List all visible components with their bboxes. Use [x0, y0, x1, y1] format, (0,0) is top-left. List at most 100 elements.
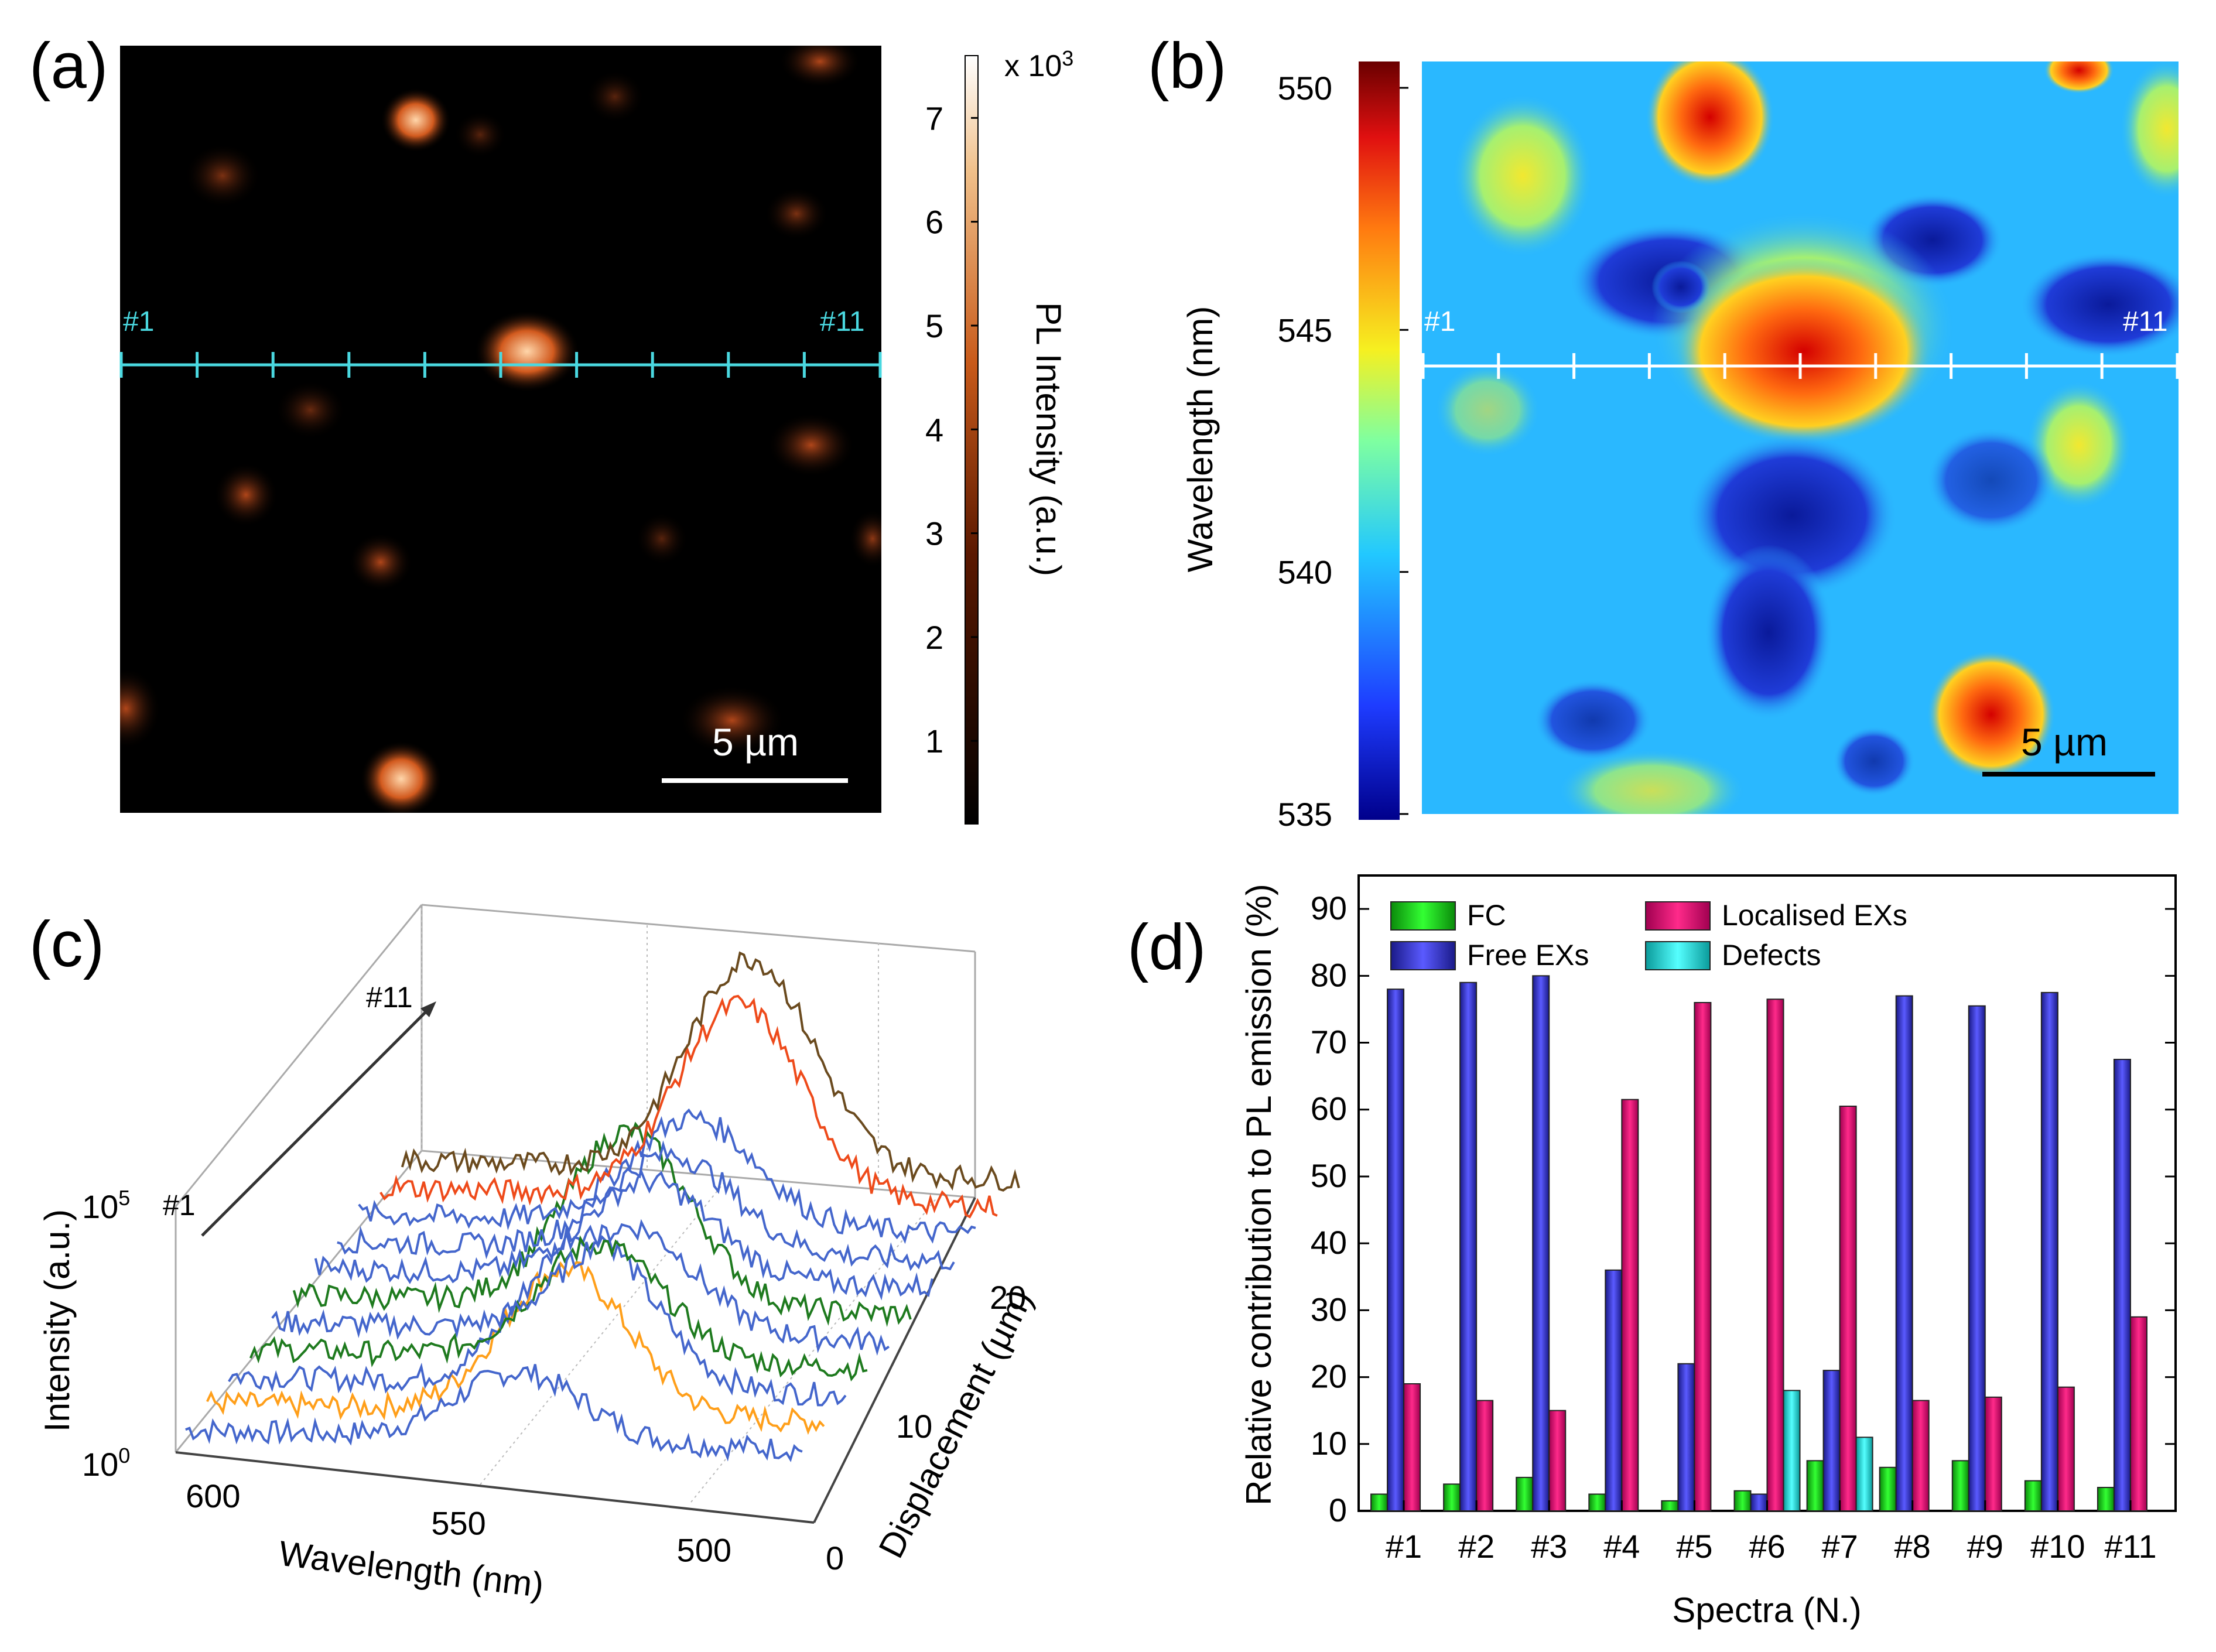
spectrum-line — [401, 951, 1020, 1192]
x-tick: #4 — [1603, 1528, 1640, 1565]
colorbar-a-tick: 2 — [925, 619, 943, 656]
y-tick: 0 — [1329, 1492, 1347, 1528]
bar — [1476, 1400, 1494, 1512]
bar — [1733, 1490, 1752, 1511]
line-profile-ticks — [1421, 353, 2179, 379]
panel-c-label: (c) — [29, 908, 104, 980]
spectrum-line — [337, 1140, 955, 1271]
y-tick-labels: 100 105 — [82, 1186, 130, 1483]
colorbar-b-tick: 545 — [1278, 312, 1332, 348]
arrow-end-label: #11 — [366, 981, 413, 1014]
legend-swatch — [1645, 941, 1711, 970]
legend-label: Free EXs — [1467, 939, 1589, 972]
colorbar-a-title: PL Intensity (a.u.) — [1029, 302, 1068, 576]
legend-swatch — [1645, 901, 1711, 931]
x-tick: 500 — [677, 1532, 731, 1569]
y-tick: 90 — [1311, 890, 1347, 926]
spectrum-line — [249, 1235, 868, 1382]
bar — [1822, 1370, 1841, 1512]
bar — [2040, 991, 2058, 1511]
colorbar-a-tick: 1 — [925, 723, 943, 760]
displacement-arrow — [201, 1009, 429, 1237]
spectrum-line — [185, 1364, 803, 1462]
line-end-label: #11 — [2123, 306, 2168, 337]
bar — [1895, 995, 1913, 1512]
line-start-label: #1 — [1424, 306, 1455, 337]
legend: FC Localised EXs Free EXs Defects — [1390, 899, 1907, 972]
legend-label: FC — [1467, 899, 1506, 932]
line-start-label: #1 — [123, 306, 154, 337]
colorbar-a-tick: 3 — [925, 515, 943, 552]
bar — [2129, 1316, 2147, 1512]
y-tick: 50 — [1311, 1157, 1347, 1194]
y-axis-title: Relative contribution to PL emission (%) — [1239, 884, 1278, 1506]
legend-swatch — [1390, 901, 1456, 931]
bar — [1459, 981, 1478, 1511]
panel-c: (c) — [29, 904, 1040, 1605]
y-tick: 60 — [1311, 1090, 1347, 1127]
emission-wavelength-map: #1 #11 5 µm — [1421, 61, 2179, 814]
bar — [1951, 1460, 1969, 1511]
colorbar-b-tick: 540 — [1278, 554, 1332, 591]
x-tick-labels: 600 550 500 — [186, 1477, 731, 1568]
spectrum-line — [271, 1219, 890, 1356]
y-ticks: 0 10 20 30 40 50 60 70 80 90 — [1311, 890, 2176, 1528]
bar — [1879, 1466, 1897, 1512]
spectrum-line — [379, 994, 998, 1219]
panel-a-label: (a) — [29, 30, 108, 102]
bar — [1403, 1383, 1421, 1511]
x-tick: #9 — [1967, 1528, 2003, 1565]
colorbar-a: 1 2 3 4 5 6 7 x 103 PL Intensity (a.u.) — [925, 46, 1073, 825]
scalebar-label: 5 µm — [2021, 720, 2108, 764]
bar — [1968, 1005, 1986, 1512]
bar — [1783, 1390, 1801, 1512]
bar — [1855, 1436, 1873, 1511]
bar — [1806, 1460, 1824, 1511]
spectrum-line — [358, 1108, 976, 1244]
y-tick: 30 — [1311, 1291, 1347, 1328]
bar — [1443, 1483, 1461, 1511]
bar — [1588, 1493, 1606, 1511]
bar — [1370, 1493, 1389, 1511]
bar — [1532, 975, 1550, 1511]
x-tick: #8 — [1894, 1528, 1931, 1565]
x-tick: #7 — [1821, 1528, 1858, 1565]
arrow-start-label: #1 — [163, 1189, 196, 1222]
x-tick: #11 — [2104, 1528, 2156, 1565]
spectra-lines — [185, 951, 1020, 1462]
colorbar-b-tick: 550 — [1278, 70, 1332, 107]
colorbar-b-tick: 535 — [1278, 796, 1332, 833]
bar — [1516, 1476, 1534, 1512]
y-tick: 105 — [82, 1186, 130, 1225]
z-tick: 20 — [990, 1279, 1026, 1316]
colorbar-b: 535 540 545 550 Wavelength (nm) — [1181, 61, 1408, 833]
y-axis-title: Intensity (a.u.) — [37, 1209, 77, 1432]
x-tick: #6 — [1749, 1528, 1785, 1565]
x-axis-title: Wavelength (nm) — [277, 1534, 546, 1605]
bars — [1370, 975, 2147, 1512]
x-tick: #2 — [1458, 1528, 1495, 1565]
bar — [2057, 1386, 2075, 1511]
colorbar-b-title: Wavelength (nm) — [1181, 306, 1220, 573]
line-end-label: #11 — [820, 306, 865, 337]
x-axis-title: Spectra (N.) — [1672, 1591, 1861, 1630]
scalebar-label: 5 µm — [712, 720, 799, 764]
bar — [1984, 1396, 2002, 1511]
colorbar-a-tick: 4 — [925, 411, 943, 448]
x-tick: #10 — [2030, 1528, 2085, 1565]
bar — [1548, 1410, 1567, 1512]
x-tick: #1 — [1386, 1528, 1422, 1565]
spectrum-line — [292, 1121, 912, 1328]
y-tick: 20 — [1311, 1358, 1347, 1395]
y-tick: 70 — [1311, 1024, 1347, 1061]
x-tick-labels: #1 #2 #3 #4 #5 #6 #7 #8 #9 #10 #11 — [1386, 1500, 2157, 1565]
bar — [1694, 1002, 1712, 1511]
spectra-3d-plot: #1 #11 600 550 500 100 105 0 10 20 Wavelength… — [37, 904, 1040, 1605]
colorbar-a-multiplier: x 103 — [1004, 46, 1073, 83]
legend-label: Defects — [1722, 939, 1821, 972]
colorbar-a-tick: 6 — [925, 204, 943, 241]
spectrum-line — [206, 1261, 825, 1435]
bar — [2113, 1059, 2131, 1512]
